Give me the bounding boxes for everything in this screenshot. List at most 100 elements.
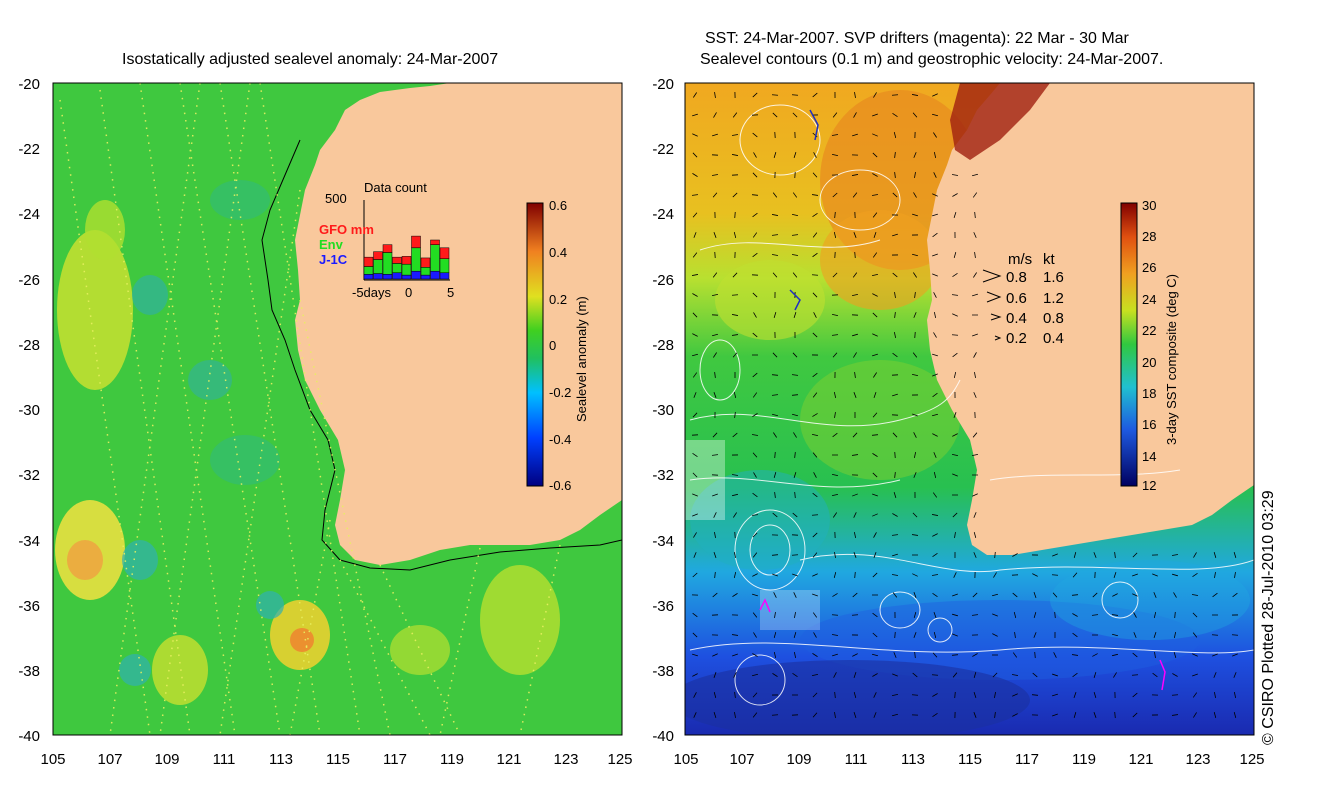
sla-anomaly-blobs bbox=[55, 180, 560, 705]
velocity-arrow bbox=[1171, 714, 1179, 716]
velocity-arrow bbox=[892, 592, 898, 598]
velocity-arrow bbox=[952, 273, 958, 277]
velocity-arrow bbox=[812, 92, 818, 98]
velocity-arrow bbox=[833, 672, 837, 678]
velocity-arrow bbox=[973, 512, 977, 518]
velocity-arrow bbox=[692, 513, 698, 517]
velocity-arrow bbox=[1093, 672, 1097, 678]
velocity-arrow bbox=[913, 192, 917, 198]
velocity-arrow bbox=[894, 331, 896, 339]
sst-colorbar-label: 3-day SST composite (deg C) bbox=[1164, 274, 1179, 445]
right-x-tick: 113 bbox=[901, 751, 925, 768]
velocity-arrow bbox=[791, 234, 799, 236]
velocity-arrow bbox=[973, 672, 977, 678]
velocity-arrow bbox=[712, 192, 718, 198]
velocity-arrow bbox=[1174, 611, 1176, 619]
velocity-arrow bbox=[872, 453, 878, 457]
velocity-arrow bbox=[853, 552, 857, 558]
velocity-arrow bbox=[692, 493, 698, 497]
velocity-arrow bbox=[913, 592, 917, 598]
inset-bar-gfo bbox=[382, 244, 393, 253]
velocity-arrow bbox=[854, 91, 856, 99]
inset-bars bbox=[363, 235, 450, 280]
velocity-arrow bbox=[871, 434, 879, 436]
velocity-arrow bbox=[752, 332, 758, 338]
velocity-arrow bbox=[692, 152, 698, 158]
velocity-arrow bbox=[794, 651, 796, 659]
velocity-arrow bbox=[1132, 552, 1138, 558]
velocity-arrow bbox=[772, 112, 778, 118]
left-x-tick: 121 bbox=[496, 751, 521, 768]
velocity-arrow bbox=[912, 512, 918, 518]
sst-tick: 28 bbox=[1142, 229, 1156, 244]
velocity-arrow bbox=[1091, 614, 1099, 616]
velocity-arrow bbox=[1173, 592, 1177, 598]
velocity-arrow bbox=[793, 312, 797, 318]
inset-bar-j bbox=[363, 274, 374, 280]
velocity-arrow bbox=[1234, 691, 1236, 699]
velocity-arrow bbox=[691, 274, 699, 276]
left-y-tick: -34 bbox=[18, 533, 40, 550]
velocity-arrow bbox=[711, 333, 719, 337]
velocity-arrow bbox=[753, 152, 757, 158]
velocity-arrow bbox=[1114, 551, 1116, 559]
velocity-arrow bbox=[1131, 674, 1139, 676]
velocity-arrow bbox=[1111, 614, 1119, 616]
sla-colorbar-label: Sealevel anomaly (m) bbox=[574, 296, 589, 422]
velocity-arrow bbox=[1033, 592, 1037, 598]
velocity-arrow bbox=[752, 172, 758, 178]
velocity-arrow bbox=[891, 574, 899, 576]
right-x-tick: 111 bbox=[845, 751, 868, 768]
velocity-arrow bbox=[873, 232, 877, 238]
velocity-arrow bbox=[852, 133, 858, 137]
sst-tick: 20 bbox=[1142, 355, 1156, 370]
velocity-arrow bbox=[732, 272, 738, 278]
velocity-arrow bbox=[1213, 711, 1217, 719]
velocity-arrow bbox=[952, 352, 958, 358]
velocity-arrow bbox=[894, 171, 896, 179]
sst-colorbar bbox=[1120, 202, 1138, 487]
velocity-arrow bbox=[731, 294, 739, 296]
velocity-arrow bbox=[793, 472, 797, 478]
velocity-arrow bbox=[733, 571, 737, 579]
velocity-arrow bbox=[693, 92, 697, 98]
velocity-arrow bbox=[932, 273, 938, 277]
velocity-arrow bbox=[872, 493, 878, 497]
velocity-arrow bbox=[953, 572, 957, 578]
velocity-arrow bbox=[872, 152, 878, 158]
velocity-arrow bbox=[872, 572, 878, 578]
velocity-arrow bbox=[1012, 652, 1018, 658]
velocity-arrow bbox=[1132, 593, 1138, 597]
velocity-header-kt: kt bbox=[1043, 251, 1056, 268]
velocity-arrow bbox=[692, 133, 698, 137]
velocity-arrow bbox=[873, 92, 877, 98]
velocity-arrow bbox=[812, 292, 818, 298]
velocity-arrow bbox=[812, 413, 818, 417]
velocity-arrow bbox=[994, 551, 996, 559]
sla-tick: 0 bbox=[549, 338, 556, 353]
velocity-arrow bbox=[833, 571, 837, 579]
right-y-tick: -28 bbox=[652, 337, 674, 354]
inset-bar-j bbox=[420, 274, 431, 280]
right-y-tick: -22 bbox=[652, 141, 674, 158]
velocity-arrow bbox=[892, 513, 898, 517]
inset-bar-gfo bbox=[401, 256, 412, 265]
velocity-kt: 1.2 bbox=[1043, 290, 1064, 307]
velocity-arrow bbox=[873, 392, 877, 398]
credit-text: © CSIRO Plotted 28-Jul-2010 03:29 bbox=[1260, 490, 1277, 745]
inset-bar-env bbox=[430, 244, 440, 272]
velocity-arrow bbox=[1113, 672, 1117, 678]
altimeter-tracks bbox=[59, 83, 561, 735]
velocity-arrow bbox=[933, 292, 937, 298]
velocity-arrow bbox=[972, 293, 978, 297]
velocity-arrow bbox=[1192, 632, 1198, 638]
velocity-arrow bbox=[811, 433, 819, 437]
inset-bar-j bbox=[373, 273, 383, 280]
velocity-arrow bbox=[932, 592, 938, 598]
velocity-arrow bbox=[752, 292, 758, 298]
velocity-arrow bbox=[931, 413, 939, 417]
velocity-arrow bbox=[752, 712, 758, 718]
sst-tick: 16 bbox=[1142, 417, 1156, 432]
velocity-arrow bbox=[1132, 652, 1138, 658]
velocity-arrow bbox=[872, 312, 878, 318]
